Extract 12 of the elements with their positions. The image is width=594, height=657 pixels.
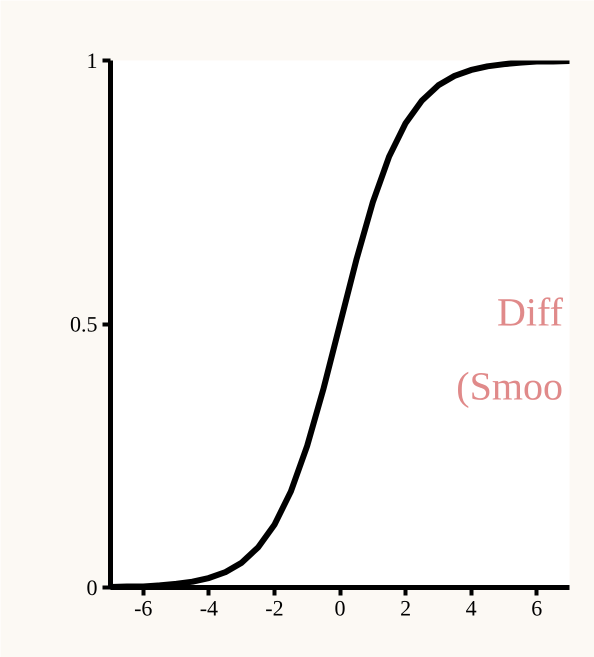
x-tick-label: 6 (531, 596, 542, 620)
x-tick-label: 4 (466, 596, 477, 620)
x-tick-label: 2 (400, 596, 412, 620)
y-tick-label: 1 (86, 48, 98, 73)
y-tick-label: 0 (86, 575, 98, 600)
annotation: (Smoo (456, 363, 563, 408)
annotation: Diff (497, 290, 564, 335)
x-tick-label: -2 (265, 596, 284, 620)
x-tick-label: -6 (134, 596, 152, 620)
x-tick-label: -4 (200, 596, 218, 620)
y-tick-label: 0.5 (70, 312, 98, 336)
x-tick-label: 0 (334, 596, 346, 620)
